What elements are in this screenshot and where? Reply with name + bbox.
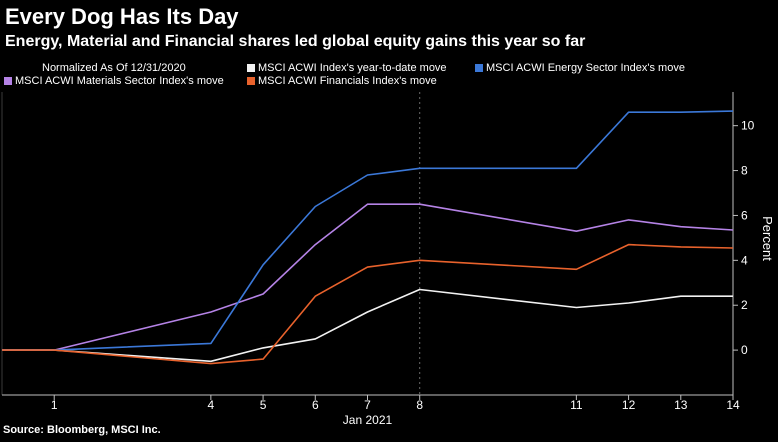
legend-item-energy: MSCI ACWI Energy Sector Index's move xyxy=(475,62,685,74)
x-tick-label-7: 7 xyxy=(364,398,371,412)
x-tick-label-4: 4 xyxy=(208,398,215,412)
legend-swatch-energy xyxy=(475,64,483,72)
legend-swatch-financials xyxy=(247,77,255,85)
legend-label-financials: MSCI ACWI Financials Index's move xyxy=(258,75,437,87)
x-tick-label-13: 13 xyxy=(674,398,688,412)
x-axis-title: Jan 2021 xyxy=(343,413,393,427)
x-tick-label-11: 11 xyxy=(570,398,583,412)
legend-label-materials: MSCI ACWI Materials Sector Index's move xyxy=(15,75,224,87)
source-note: Source: Bloomberg, MSCI Inc. xyxy=(3,424,161,436)
series-line-financials xyxy=(2,243,734,365)
y-tick-label-4: 4 xyxy=(741,253,748,267)
series-line-energy xyxy=(2,110,734,351)
legend-item-materials: MSCI ACWI Materials Sector Index's move xyxy=(4,75,224,87)
x-tick-label-5: 5 xyxy=(260,398,267,412)
series-line-acwi xyxy=(2,288,733,363)
y-tick-label-10: 10 xyxy=(741,119,755,133)
x-tick-label-14: 14 xyxy=(726,398,740,412)
x-tick-label-12: 12 xyxy=(622,398,636,412)
y-tick-label-2: 2 xyxy=(741,298,748,312)
x-tick-label-8: 8 xyxy=(416,398,423,412)
x-tick-label-1: 1 xyxy=(51,398,58,412)
x-tick-label-6: 6 xyxy=(312,398,319,412)
y-axis-title: Percent xyxy=(760,216,775,261)
y-tick-label-8: 8 xyxy=(741,164,748,178)
y-tick-label-0: 0 xyxy=(741,343,748,357)
y-tick-label-6: 6 xyxy=(741,208,748,222)
series-line-materials xyxy=(2,203,734,351)
legend-swatch-acwi xyxy=(247,64,255,72)
legend-item-acwi: MSCI ACWI Index's year-to-date move xyxy=(247,62,447,74)
legend-label-energy: MSCI ACWI Energy Sector Index's move xyxy=(486,62,685,74)
legend-normalization-note: Normalized As Of 12/31/2020 xyxy=(42,62,186,74)
legend-item-financials: MSCI ACWI Financials Index's move xyxy=(247,75,437,87)
chart-subtitle: Energy, Material and Financial shares le… xyxy=(5,33,586,50)
legend-label-acwi: MSCI ACWI Index's year-to-date move xyxy=(258,62,447,74)
chart-title: Every Dog Has Its Day xyxy=(5,4,239,29)
legend-swatch-materials xyxy=(4,77,12,85)
